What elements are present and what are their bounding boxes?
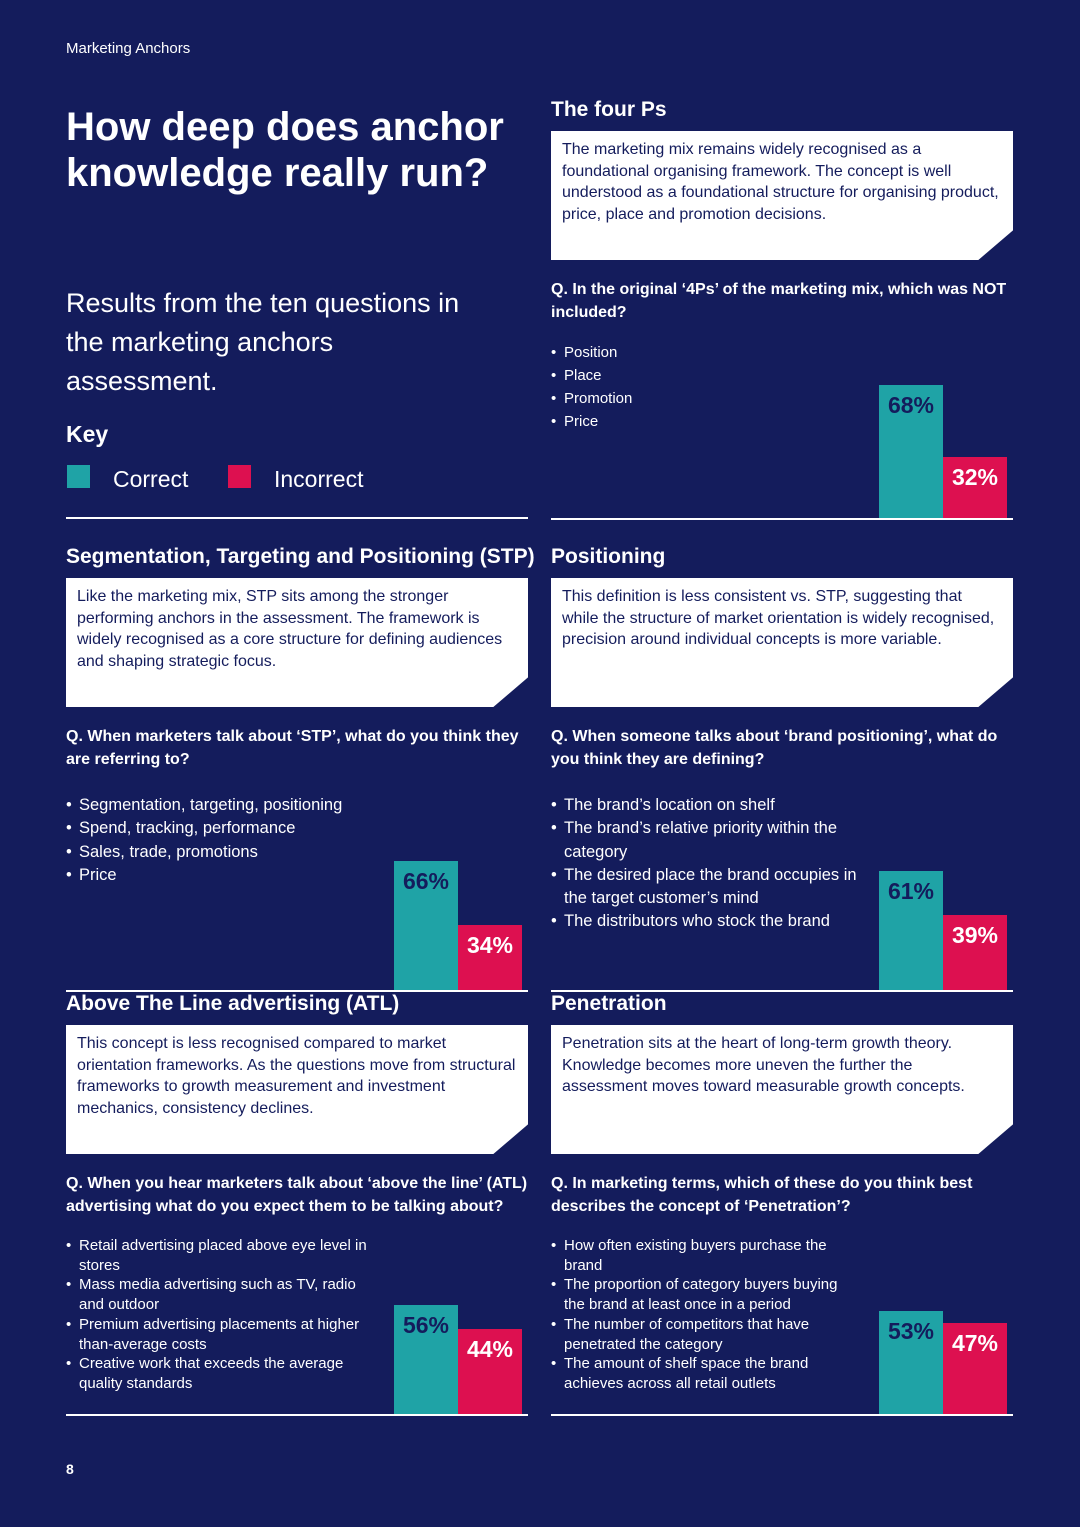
page-title: How deep does anchor knowledge really ru… bbox=[66, 105, 504, 195]
answer-option: How often existing buyers purchase the b… bbox=[551, 1236, 861, 1275]
answer-option: The brand’s relative priority within the… bbox=[551, 817, 861, 864]
incorrect-bar: 39% bbox=[943, 915, 1007, 992]
section-title: Above The Line advertising (ATL) bbox=[66, 992, 400, 1015]
section-question: Q. When you hear marketers talk about ‘a… bbox=[66, 1175, 528, 1215]
section-description: Penetration sits at the heart of long-te… bbox=[551, 1025, 1013, 1154]
answer-options: The brand’s location on shelf The brand’… bbox=[551, 794, 861, 934]
section-four-ps: The four Ps The marketing mix remains wi… bbox=[551, 98, 1013, 520]
page-subtitle: Results from the ten questions in the ma… bbox=[66, 288, 460, 396]
answer-option: Premium advertising placements at higher… bbox=[66, 1315, 376, 1354]
incorrect-percent-label: 39% bbox=[951, 922, 999, 948]
incorrect-bar: 34% bbox=[458, 925, 522, 992]
section-description: The marketing mix remains widely recogni… bbox=[551, 131, 1013, 260]
section-divider bbox=[551, 518, 1013, 520]
intro-divider bbox=[66, 517, 528, 519]
answer-option: Mass media advertising such as TV, radio… bbox=[66, 1275, 376, 1314]
correct-bar: 53% bbox=[879, 1311, 943, 1416]
running-title: Marketing Anchors bbox=[66, 40, 191, 57]
section-stp: Segmentation, Targeting and Positioning … bbox=[66, 545, 535, 992]
answer-option: The proportion of category buyers buying… bbox=[551, 1275, 861, 1314]
correct-percent-label: 61% bbox=[887, 878, 935, 904]
section-question: Q. When someone talks about ‘brand posit… bbox=[551, 728, 998, 768]
answer-option: Position bbox=[551, 341, 632, 364]
section-question: Q. In the original ‘4Ps’ of the marketin… bbox=[551, 281, 1007, 321]
answer-option: Sales, trade, promotions bbox=[66, 841, 342, 865]
answer-option: Spend, tracking, performance bbox=[66, 817, 342, 841]
section-description: This concept is less recognised compared… bbox=[66, 1025, 528, 1154]
answer-option: Promotion bbox=[551, 387, 632, 410]
answer-option: The number of competitors that have pene… bbox=[551, 1315, 861, 1354]
correct-bar: 61% bbox=[879, 871, 943, 992]
correct-swatch bbox=[67, 465, 90, 488]
section-title: Penetration bbox=[551, 992, 667, 1015]
answer-option: Creative work that exceeds the average q… bbox=[66, 1354, 376, 1393]
incorrect-percent-label: 34% bbox=[466, 932, 514, 958]
incorrect-percent-label: 32% bbox=[951, 464, 999, 490]
incorrect-bar: 32% bbox=[943, 457, 1007, 520]
incorrect-key-label: Incorrect bbox=[274, 466, 364, 492]
section-divider bbox=[551, 990, 1013, 992]
correct-percent-label: 56% bbox=[402, 1312, 450, 1338]
section-divider bbox=[66, 1414, 528, 1416]
section-penetration: Penetration Penetration sits at the hear… bbox=[551, 992, 1013, 1416]
section-title: Segmentation, Targeting and Positioning … bbox=[66, 545, 535, 568]
answer-option: Place bbox=[551, 364, 632, 387]
section-title: Positioning bbox=[551, 545, 666, 568]
section-title: The four Ps bbox=[551, 98, 667, 121]
answer-options: Retail advertising placed above eye leve… bbox=[66, 1236, 376, 1394]
correct-bar: 66% bbox=[394, 861, 458, 992]
answer-option: Retail advertising placed above eye leve… bbox=[66, 1236, 376, 1275]
section-description: This definition is less consistent vs. S… bbox=[551, 578, 1013, 707]
section-positioning: Positioning This definition is less cons… bbox=[551, 545, 1013, 992]
incorrect-percent-label: 44% bbox=[466, 1336, 514, 1362]
section-question: Q. When marketers talk about ‘STP’, what… bbox=[66, 728, 519, 768]
incorrect-bar: 44% bbox=[458, 1329, 522, 1416]
answer-option: The amount of shelf space the brand achi… bbox=[551, 1354, 861, 1393]
incorrect-swatch bbox=[228, 465, 251, 488]
answer-options: How often existing buyers purchase the b… bbox=[551, 1236, 861, 1394]
answer-option: The distributors who stock the brand bbox=[551, 910, 861, 934]
key-title: Key bbox=[66, 421, 109, 447]
incorrect-bar: 47% bbox=[943, 1323, 1007, 1416]
section-description: Like the marketing mix, STP sits among t… bbox=[66, 578, 528, 707]
correct-bar: 68% bbox=[879, 385, 943, 520]
answer-option: Segmentation, targeting, positioning bbox=[66, 794, 342, 818]
section-question: Q. In marketing terms, which of these do… bbox=[551, 1175, 973, 1215]
answer-options: Position Place Promotion Price bbox=[551, 341, 632, 433]
correct-percent-label: 53% bbox=[887, 1318, 935, 1344]
incorrect-percent-label: 47% bbox=[951, 1330, 999, 1356]
section-divider bbox=[551, 1414, 1013, 1416]
answer-option: Price bbox=[551, 410, 632, 433]
correct-key-label: Correct bbox=[113, 466, 189, 492]
answer-option: Price bbox=[66, 864, 342, 888]
correct-bar: 56% bbox=[394, 1305, 458, 1416]
correct-percent-label: 68% bbox=[887, 392, 935, 418]
answer-option: The brand’s location on shelf bbox=[551, 794, 861, 818]
correct-percent-label: 66% bbox=[402, 868, 450, 894]
page-number: 8 bbox=[66, 1461, 74, 1477]
answer-option: The desired place the brand occupies in … bbox=[551, 864, 861, 911]
answer-options: Segmentation, targeting, positioning Spe… bbox=[66, 794, 342, 887]
section-divider bbox=[66, 990, 528, 992]
section-atl: Above The Line advertising (ATL) This co… bbox=[66, 992, 528, 1416]
